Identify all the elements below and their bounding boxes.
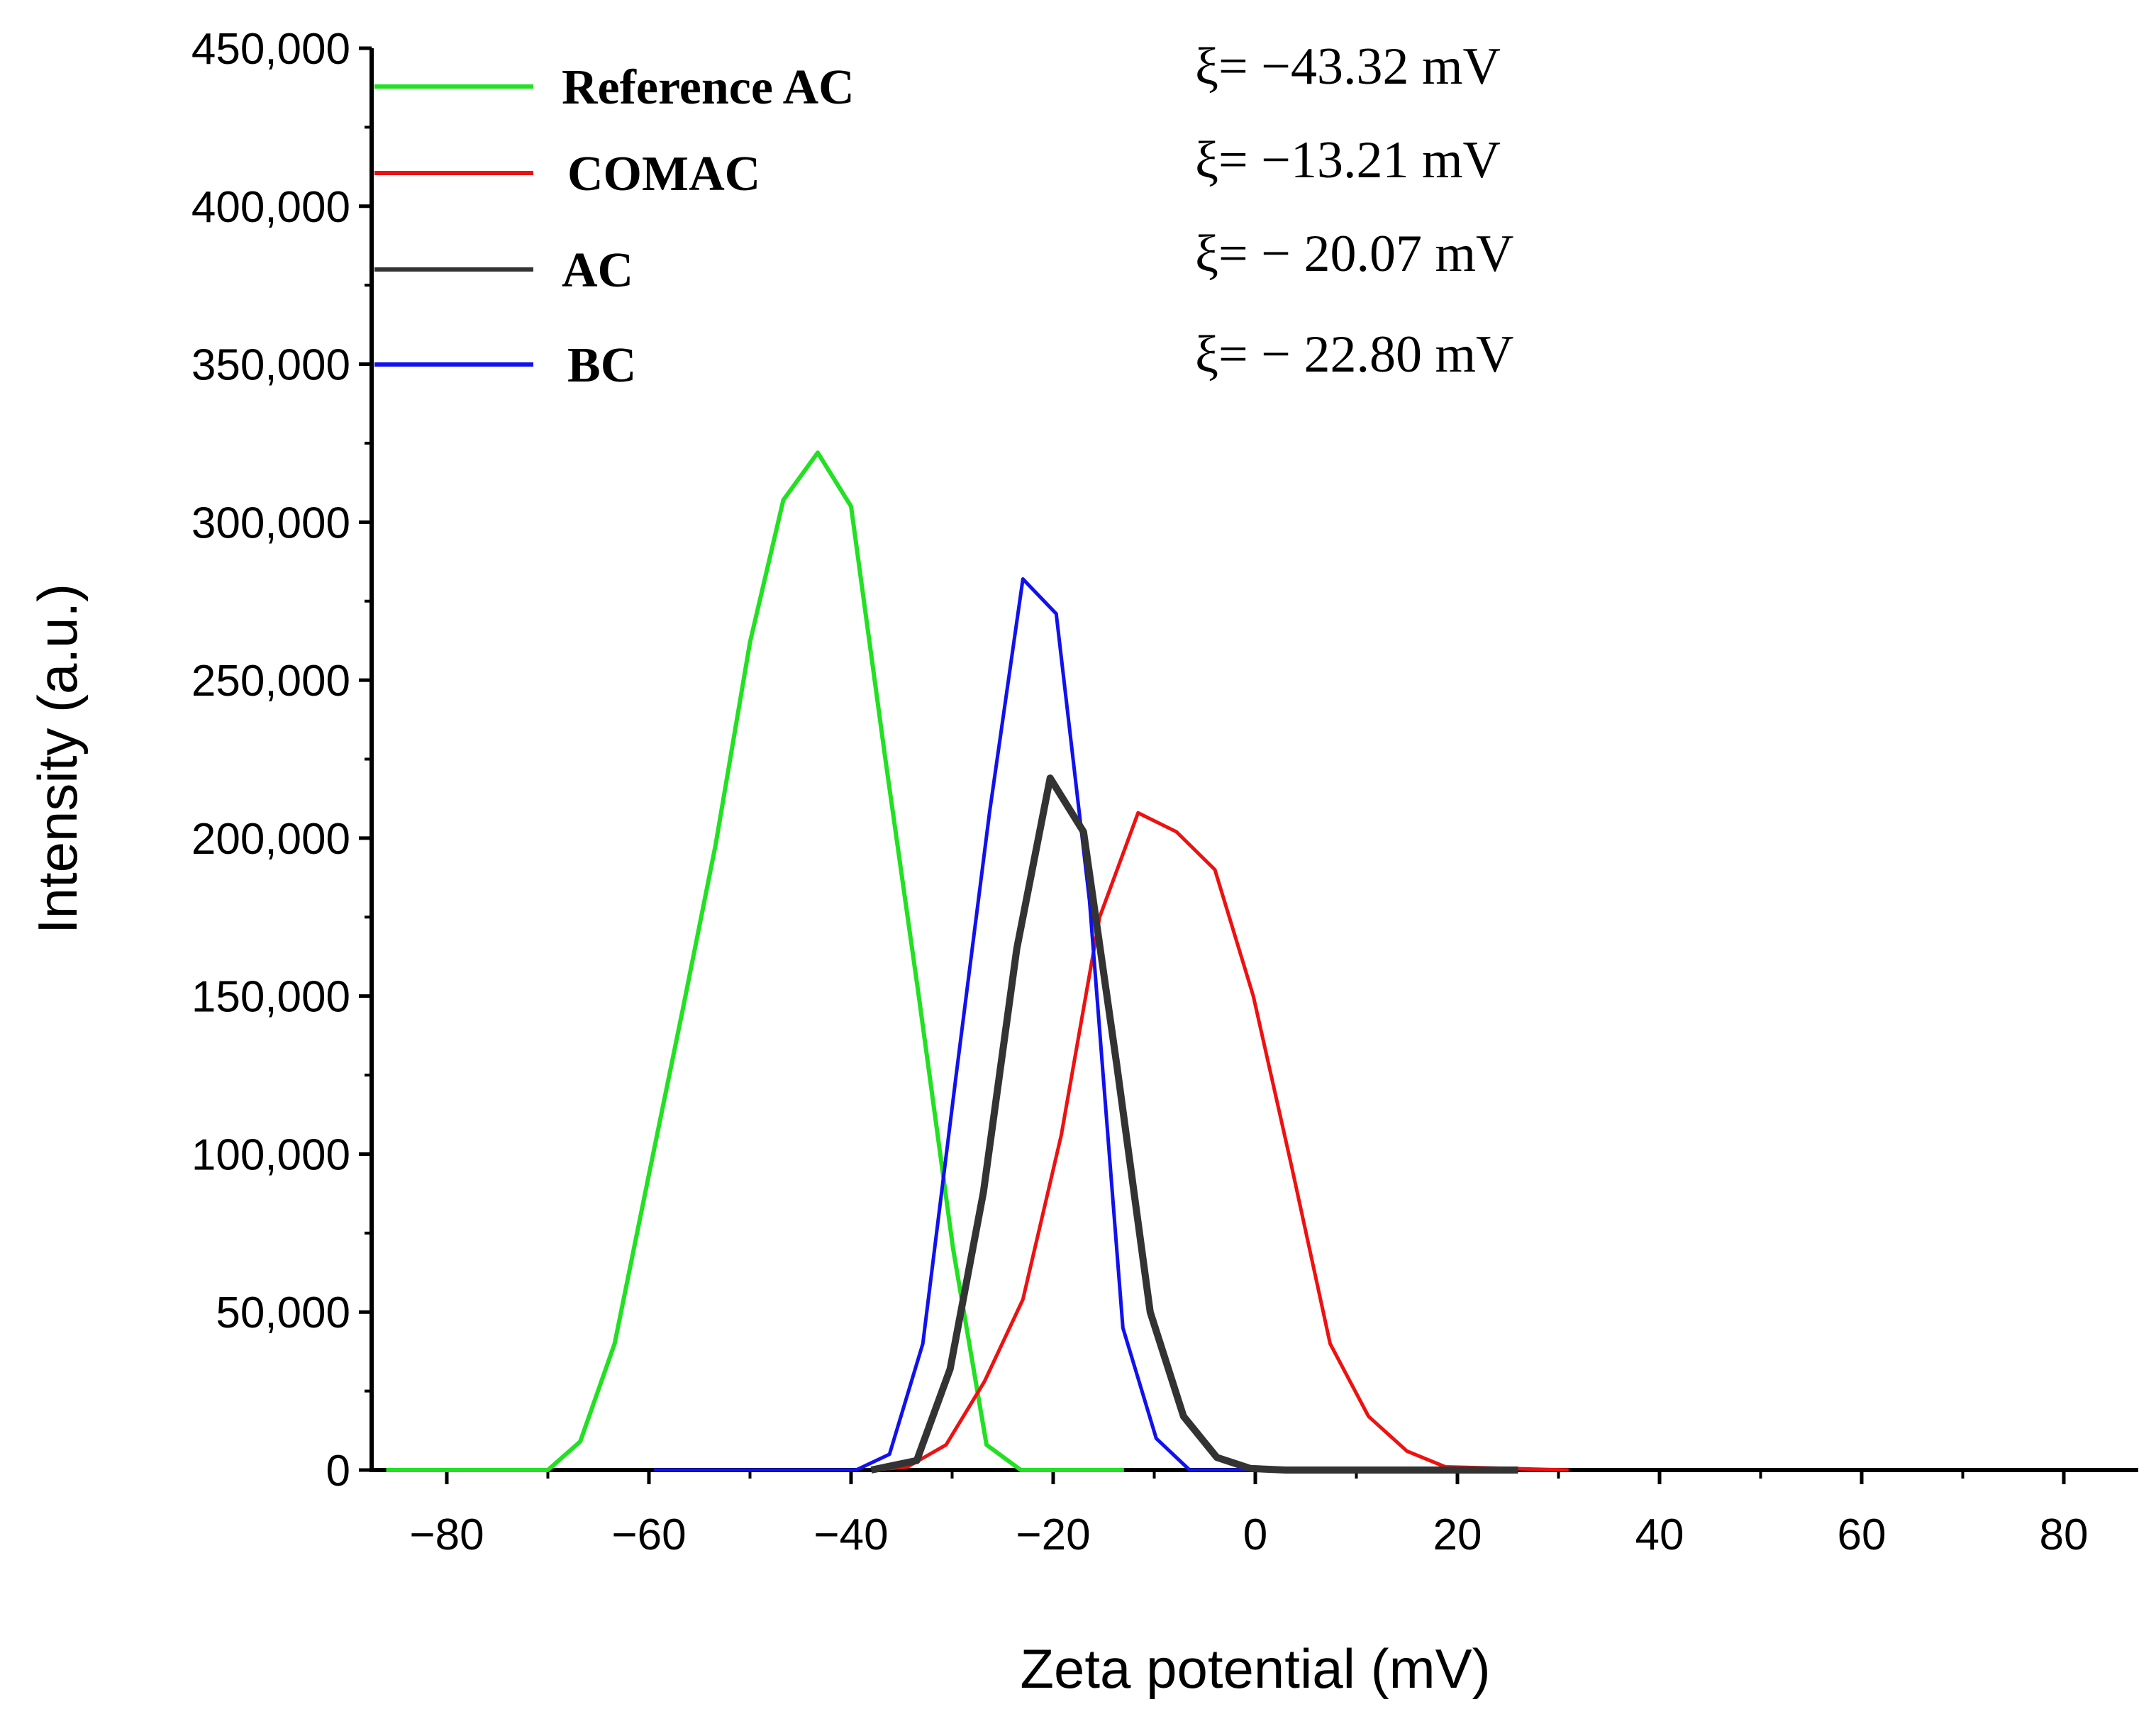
y-tick-label: 200,000 [191, 815, 350, 864]
x-tick-label: 0 [1243, 1510, 1267, 1559]
series-lines [386, 450, 1569, 1474]
y-tick-label: 150,000 [191, 973, 350, 1022]
y-tick-label: 450,000 [191, 25, 350, 74]
series-line-ac [870, 774, 1518, 1474]
x-ticks: −80 −60 −40 −20 0 20 40 60 80 [409, 1470, 2088, 1559]
series-line-reference-ac [386, 450, 1124, 1472]
x-tick-label: −20 [1016, 1510, 1090, 1559]
x-tick-label: 40 [1635, 1510, 1684, 1559]
x-tick-label: −40 [813, 1510, 888, 1559]
legend-label: BC [567, 338, 636, 393]
y-ticks: 0 50,000 100,000 150,000 200,000 250,000 300,0… [191, 25, 372, 1496]
zeta-value-label: ξ= −43.32 mV [1195, 38, 1501, 96]
zeta-value-label: ξ= − 22.80 mV [1195, 325, 1513, 384]
y-tick-label: 250,000 [191, 657, 350, 706]
x-tick-label: 20 [1433, 1510, 1482, 1559]
y-tick-label: 300,000 [191, 499, 350, 547]
x-tick-label: −80 [409, 1510, 484, 1559]
x-tick-label: 60 [1838, 1510, 1886, 1559]
y-tick-label: 100,000 [191, 1130, 350, 1179]
legend: Reference AC COMAC AC BC [374, 60, 855, 393]
series-line-bc [654, 577, 1457, 1472]
y-axis-title: Intensity (a.u.) [26, 584, 89, 934]
x-tick-label: 80 [2040, 1510, 2089, 1559]
y-tick-label: 0 [326, 1447, 350, 1496]
zeta-value-label: ξ= − 20.07 mV [1195, 225, 1513, 283]
y-tick-label: 50,000 [216, 1288, 350, 1337]
x-tick-label: −60 [611, 1510, 686, 1559]
y-tick-label: 400,000 [191, 183, 350, 232]
legend-label: AC [562, 243, 633, 298]
series-line-comac [871, 811, 1569, 1472]
zeta-value-label: ξ= −13.21 mV [1195, 131, 1501, 189]
legend-label: Reference AC [562, 60, 855, 115]
y-tick-label: 350,000 [191, 341, 350, 390]
zeta-value-labels: ξ= −43.32 mV ξ= −13.21 mV ξ= − 20.07 mV ξ= … [1195, 38, 1513, 384]
x-axis-title: Zeta potential (mV) [1020, 1637, 1490, 1700]
legend-label: COMAC [567, 147, 760, 201]
